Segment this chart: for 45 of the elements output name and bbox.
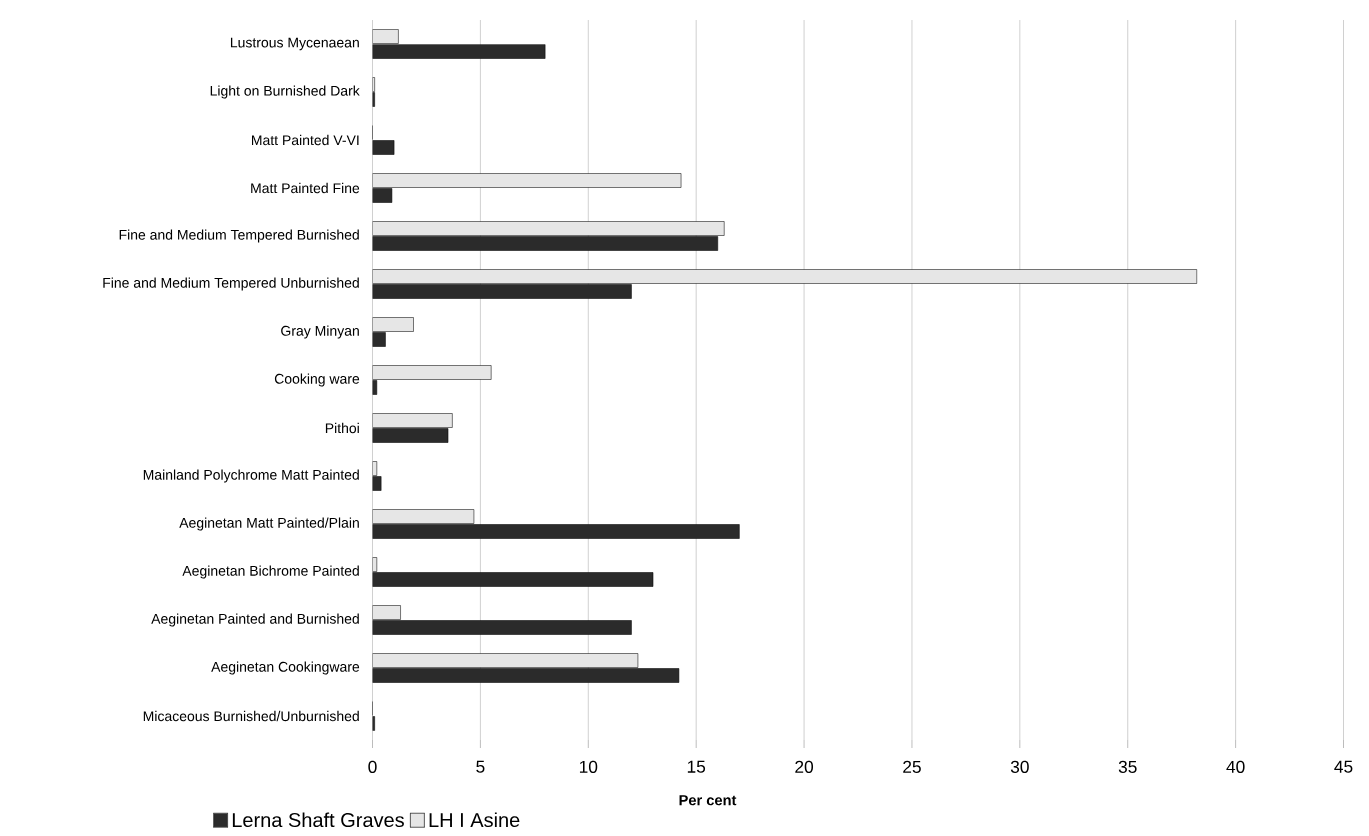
x-tick-label: 40 xyxy=(1226,760,1245,773)
y-tick-label: Fine and Medium Tempered Burnished xyxy=(119,229,359,243)
legend-label: LH I Asine xyxy=(429,812,520,828)
y-tick-label: Micaceous Burnished/Unburnished xyxy=(143,710,359,722)
y-tick-label: Pithoi xyxy=(325,422,359,434)
bar xyxy=(372,269,1198,284)
y-tick-label: Light on Burnished Dark xyxy=(210,85,360,99)
y-tick-label: Aeginetan Matt Painted/Plain xyxy=(179,517,359,531)
bar xyxy=(372,221,725,236)
x-tick-label: 15 xyxy=(687,760,706,773)
x-tick-label: 25 xyxy=(903,760,921,773)
x-tick-label: 35 xyxy=(1118,760,1137,773)
bar xyxy=(372,173,682,188)
y-tick-label: Mainland Polychrome Matt Painted xyxy=(143,469,359,483)
bar xyxy=(372,428,449,443)
bar xyxy=(372,236,719,251)
y-tick-label: Aeginetan Cookingware xyxy=(211,661,360,675)
legend-label: Lerna Shaft Graves xyxy=(232,812,404,828)
x-tick-label: 0 xyxy=(368,760,377,773)
y-tick-label: Aeginetan Bichrome Painted xyxy=(182,565,359,579)
bar xyxy=(372,284,632,299)
y-tick-label: Fine and Medium Tempered Unburnished xyxy=(103,277,359,291)
x-tick-label: 10 xyxy=(579,760,598,773)
y-tick-label: Lustrous Mycenaean xyxy=(230,37,359,51)
x-tick-label: 5 xyxy=(476,760,485,773)
bar xyxy=(372,29,399,44)
bar xyxy=(372,413,453,428)
y-tick-label: Gray Minyan xyxy=(281,325,359,339)
bar xyxy=(372,317,414,332)
bar xyxy=(372,620,632,635)
y-tick-label: Matt Painted V-VI xyxy=(252,134,359,146)
bar xyxy=(372,524,740,539)
bar xyxy=(372,668,680,683)
x-tick-label: 45 xyxy=(1334,760,1353,773)
bar xyxy=(372,365,492,380)
x-tick-label: 20 xyxy=(795,760,814,773)
bar xyxy=(372,509,475,524)
x-tick-label: 30 xyxy=(1010,760,1029,773)
bar xyxy=(372,653,639,668)
y-tick-label: Cooking ware xyxy=(274,373,360,387)
bar xyxy=(372,572,654,587)
x-axis-title: Per cent xyxy=(679,795,737,806)
y-tick-label: Matt Painted Fine xyxy=(251,182,360,194)
bar xyxy=(372,44,546,59)
y-tick-label: Aeginetan Painted and Burnished xyxy=(151,613,359,627)
